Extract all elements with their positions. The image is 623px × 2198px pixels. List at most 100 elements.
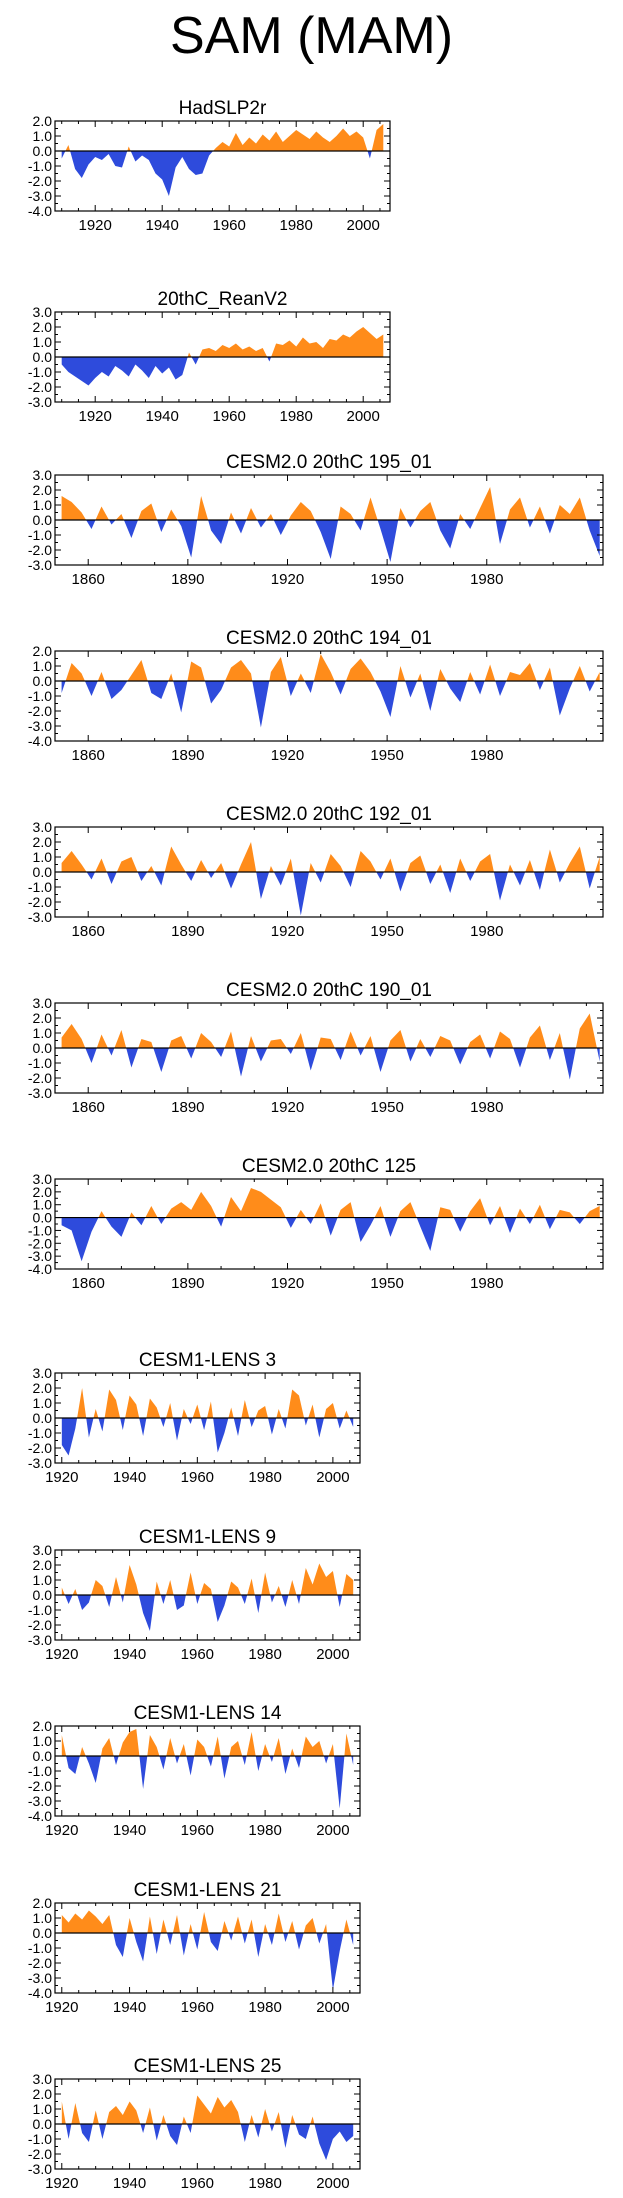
positive-area: [371, 124, 384, 151]
negative-area: [422, 681, 438, 711]
x-tick-label: 1940: [113, 1999, 146, 2016]
negative-area: [563, 1048, 576, 1080]
positive-area: [246, 1732, 256, 1756]
positive-area: [166, 1738, 175, 1756]
y-tick-label: 2.0: [33, 319, 53, 335]
positive-area: [310, 2116, 315, 2124]
negative-area: [254, 2124, 262, 2138]
positive-area: [262, 1744, 270, 1756]
negative-area: [256, 872, 270, 899]
positive-area: [228, 1407, 234, 1418]
y-tick-label: -3.0: [28, 718, 52, 734]
negative-area: [343, 872, 355, 887]
positive-area: [313, 1203, 326, 1218]
x-tick-label: 1860: [72, 1099, 105, 1116]
negative-area: [464, 520, 475, 529]
negative-area: [273, 872, 286, 886]
positive-area: [91, 1580, 106, 1595]
negative-area: [167, 1933, 173, 1945]
negative-area: [186, 1048, 196, 1059]
positive-area: [287, 1389, 305, 1418]
y-tick-label: 1.0: [33, 2101, 53, 2117]
y-tick-label: -2.0: [28, 1617, 52, 1633]
positive-area: [344, 1733, 352, 1756]
negative-area: [257, 520, 267, 528]
panel-7: CESM2.0 20thC 125 3.02.01.00.0-1.0-2.0-3.…: [28, 1156, 604, 1292]
positive-area: [416, 1039, 426, 1048]
negative-area: [173, 681, 188, 713]
positive-area: [200, 1583, 213, 1595]
positive-area: [199, 343, 268, 357]
positive-area: [160, 1919, 167, 1933]
x-tick-label: 1860: [72, 747, 105, 764]
y-tick-label: -3.0: [28, 2161, 52, 2177]
y-tick-label: -1.0: [28, 1222, 52, 1238]
negative-area: [212, 1595, 228, 1622]
plot-frame: [54, 650, 604, 742]
positive-area: [288, 502, 315, 520]
positive-area: [233, 1916, 243, 1933]
negative-area: [442, 872, 457, 893]
negative-area: [220, 1756, 230, 1779]
positive-area: [194, 1739, 208, 1756]
y-tick-label: -3.0: [28, 188, 52, 204]
positive-area: [241, 1400, 250, 1418]
x-tick-label: 1940: [113, 1822, 146, 1839]
positive-area: [467, 1198, 488, 1218]
negative-area: [113, 1756, 119, 1765]
positive-area: [213, 1736, 221, 1756]
negative-area: [233, 1418, 242, 1436]
negative-area: [173, 1595, 186, 1610]
positive-area: [187, 661, 205, 681]
y-tick-label: -4.0: [28, 1808, 52, 1824]
negative-area: [85, 1756, 101, 1783]
y-tick-label: -1.0: [28, 879, 52, 895]
negative-area: [556, 872, 566, 883]
negative-area: [269, 1756, 274, 1762]
negative-area: [293, 872, 309, 916]
positive-area: [145, 1206, 158, 1218]
positive-area: [77, 1388, 87, 1418]
negative-area: [107, 1048, 115, 1056]
positive-area: [398, 508, 407, 520]
negative-area: [485, 1048, 494, 1059]
negative-area: [544, 520, 555, 534]
x-tick-label: 1950: [370, 1099, 403, 1116]
x-tick-label: 2000: [316, 1999, 349, 2016]
positive-area: [164, 846, 186, 872]
negative-area: [157, 520, 167, 532]
negative-area: [270, 1595, 275, 1603]
y-tick-label: 2.0: [33, 1557, 53, 1573]
negative-area: [453, 1048, 468, 1065]
negative-area: [154, 872, 165, 886]
y-tick-label: 0.0: [33, 1410, 53, 1426]
x-tick-label: 1960: [181, 2175, 214, 2192]
sam-series: [61, 654, 600, 728]
negative-area: [394, 872, 408, 892]
negative-area: [357, 1048, 365, 1056]
negative-area: [234, 1048, 248, 1077]
positive-area: [98, 1211, 106, 1218]
positive-area: [61, 2101, 66, 2124]
positive-area: [166, 509, 178, 520]
x-tick-label: 1890: [171, 747, 204, 764]
negative-area: [334, 1756, 345, 1809]
panel-title: CESM2.0 20thC 190_01: [226, 980, 432, 1001]
panel-title: CESM2.0 20thC 125: [242, 1156, 416, 1177]
y-tick-label: -2.0: [28, 2146, 52, 2162]
negative-area: [304, 681, 314, 693]
positive-area: [303, 1918, 317, 1933]
negative-area: [106, 872, 117, 884]
positive-area: [247, 1919, 254, 1933]
positive-area: [374, 1206, 385, 1218]
negative-area: [334, 681, 346, 695]
negative-area: [147, 681, 169, 699]
y-tick-label: -4.0: [28, 203, 52, 219]
positive-area: [288, 1921, 296, 1933]
positive-area: [507, 497, 528, 520]
positive-area: [106, 2101, 141, 2124]
panel-5: CESM2.0 20thC 192_01 3.02.01.00.0-1.0-2.0…: [28, 804, 604, 940]
sam-series: [61, 487, 600, 562]
negative-area: [177, 520, 198, 558]
